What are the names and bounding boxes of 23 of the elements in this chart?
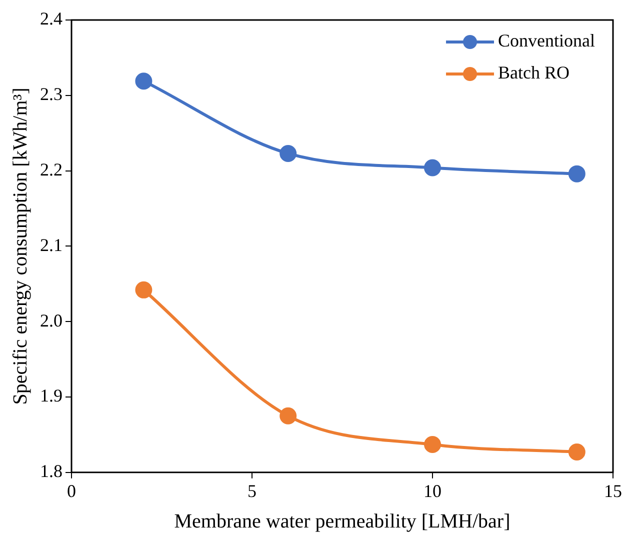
x-tick-label: 0 (67, 480, 76, 501)
x-tick-label: 5 (248, 480, 256, 501)
point (135, 72, 152, 90)
legend-label: Batch RO (498, 62, 570, 83)
point (424, 436, 441, 453)
point (280, 144, 297, 162)
y-tick-label: 2.0 (40, 310, 62, 330)
x-tick-label: 15 (604, 480, 622, 501)
point (424, 159, 441, 176)
point (568, 165, 586, 182)
point (568, 444, 586, 461)
y-tick-label: 2.3 (40, 84, 62, 104)
y-tick-label: 2.2 (40, 160, 62, 180)
x-axis-title: Membrane water permeability [LMH/bar] (174, 510, 510, 532)
legend-label: Conventional (498, 30, 596, 51)
y-tick-label: 1.8 (40, 461, 62, 482)
y-axis-title: Specific energy consumption [kWh/m³] (9, 88, 32, 405)
y-tick-label: 2.1 (40, 234, 62, 255)
point (135, 281, 152, 298)
y-tick-label: 2.4 (40, 8, 62, 29)
y-tick-label: 1.9 (40, 386, 62, 406)
point (280, 407, 297, 424)
x-tick-label: 10 (424, 480, 442, 501)
